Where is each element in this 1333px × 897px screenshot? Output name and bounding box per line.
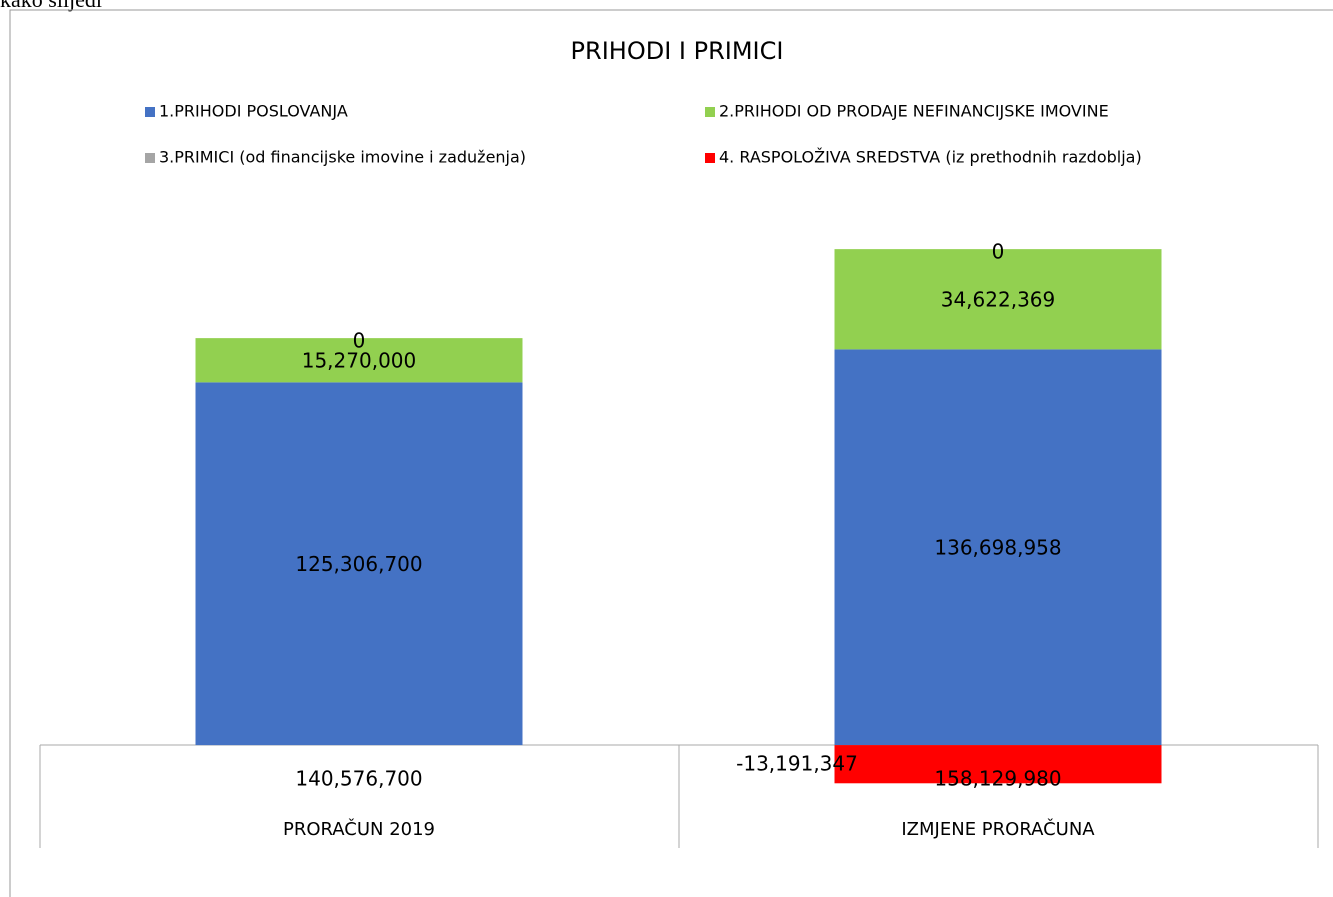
- caption: kako slijedi: [0, 0, 102, 12]
- total-label: 140,576,700: [295, 767, 422, 791]
- x-tick-label: IZMJENE PRORAČUNA: [901, 818, 1095, 840]
- legend-swatch: [145, 153, 155, 163]
- data-label: 0: [992, 240, 1005, 264]
- legend-swatch: [145, 107, 155, 117]
- data-label: -13,191,347: [736, 752, 858, 776]
- data-label: 136,698,958: [934, 536, 1061, 560]
- legend-label: 3.PRIMICI (od financijske imovine i zadu…: [159, 148, 526, 167]
- total-label: 158,129,980: [934, 767, 1061, 791]
- bar-segment: [195, 382, 523, 746]
- legend-label: 4. RASPOLOŽIVA SREDSTVA (iz prethodnih r…: [719, 148, 1142, 167]
- bar-segment: [834, 745, 1162, 784]
- bar-segment: [834, 249, 1162, 350]
- data-label: 125,306,700: [295, 552, 422, 576]
- data-label: 0: [353, 329, 366, 353]
- legend-label: 2.PRIHODI OD PRODAJE NEFINANCIJSKE IMOVI…: [719, 102, 1109, 121]
- legend-label: 1.PRIHODI POSLOVANJA: [159, 102, 348, 121]
- chart-title: PRIHODI I PRIMICI: [571, 37, 784, 65]
- x-tick-label: PRORAČUN 2019: [283, 818, 435, 840]
- data-label: 15,270,000: [302, 349, 417, 373]
- bar-segment: [195, 338, 523, 383]
- chart-border: [9, 9, 1333, 897]
- data-label: 34,622,369: [941, 288, 1056, 312]
- bar-segment: [834, 349, 1162, 746]
- legend-swatch: [705, 107, 715, 117]
- legend-swatch: [705, 153, 715, 163]
